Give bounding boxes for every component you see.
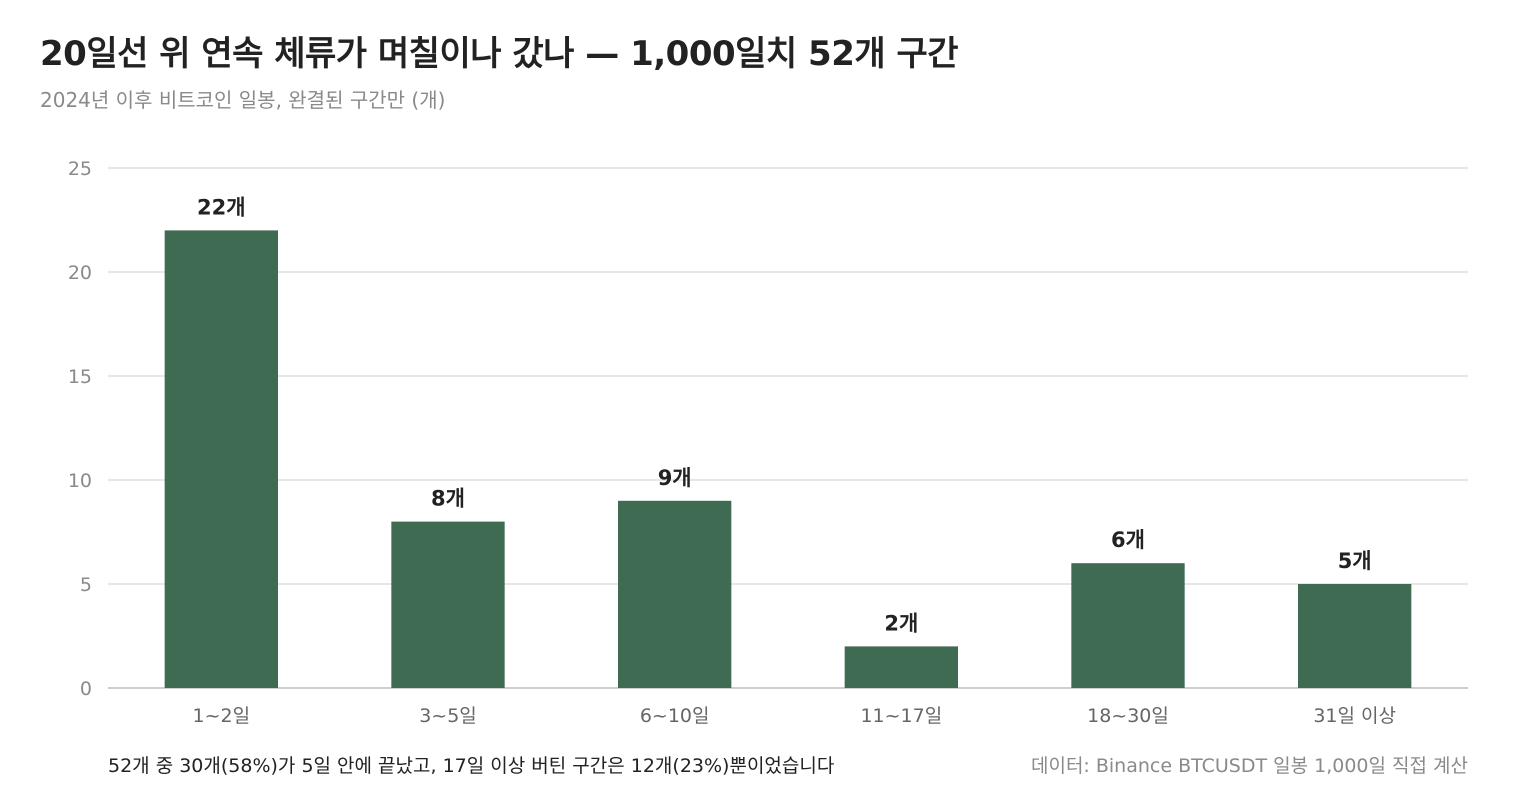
bar-value-label: 8개 <box>431 487 465 511</box>
bar-value-label: 2개 <box>884 611 918 635</box>
y-tick-label: 20 <box>68 262 92 284</box>
x-tick-label: 6~10일 <box>640 705 710 727</box>
x-tick-label: 1~2일 <box>193 705 251 727</box>
x-tick-label: 3~5일 <box>419 705 477 727</box>
y-tick-label: 15 <box>68 366 92 388</box>
bar <box>618 500 732 688</box>
bar-chart: 0 5 10 15 20 25 22개 1~2일 8개 3~5일 9개 6~10일 2개 11~17일 6개… <box>68 158 1468 727</box>
x-tick-label: 18~30일 <box>1087 705 1169 727</box>
y-tick-label: 0 <box>80 678 92 700</box>
bar <box>164 230 278 688</box>
source-note: 데이터: Binance BTCUSDT 일봉 1,000일 직접 계산 <box>1030 755 1468 777</box>
bar <box>391 521 505 688</box>
y-tick-label: 10 <box>68 470 92 492</box>
chart-title: 20일선 위 연속 체류가 며칠이나 갔나 — 1,000일치 52개 구간 <box>40 34 959 74</box>
bar-value-label: 5개 <box>1338 549 1372 573</box>
x-tick-label: 31일 이상 <box>1313 705 1396 727</box>
x-tick-label: 11~17일 <box>860 705 942 727</box>
chart-subtitle: 2024년 이후 비트코인 일봉, 완결된 구간만 (개) <box>40 88 446 112</box>
bar <box>844 646 958 688</box>
bar <box>1071 563 1185 688</box>
bar-value-label: 22개 <box>197 195 246 219</box>
bar <box>1298 584 1412 688</box>
bar-value-label: 6개 <box>1111 528 1145 552</box>
y-tick-label: 25 <box>68 158 92 180</box>
bar-value-label: 9개 <box>658 466 692 490</box>
summary-note: 52개 중 30개(58%)가 5일 안에 끝났고, 17일 이상 버틴 구간은… <box>108 755 835 777</box>
y-tick-label: 5 <box>80 574 92 596</box>
